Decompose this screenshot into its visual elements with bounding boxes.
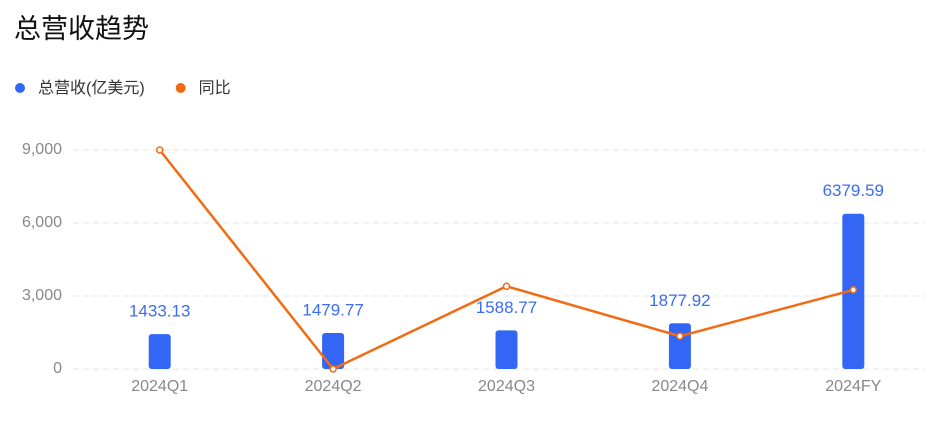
bar [668,323,691,369]
line-point [502,282,511,291]
bar [322,332,345,369]
y-tick-label: 9,000 [22,141,62,158]
value-label: 6379.59 [823,181,884,200]
value-label: 1433.13 [129,302,190,321]
value-label: 1479.77 [302,300,363,319]
line-point [676,332,684,340]
legend-marker [15,83,25,93]
legend-label: 总营收(亿美元) [38,79,145,97]
value-label: 1877.92 [649,291,710,310]
bar [495,330,518,369]
value-label: 1588.77 [476,298,537,317]
bar [148,334,171,369]
x-tick-label: 2024Q1 [131,378,188,395]
line-point [849,286,858,294]
chart-title: 总营收趋势 [14,14,149,44]
x-tick-label: 2024Q4 [651,378,708,395]
legend-label: 同比 [199,79,231,97]
y-tick-label: 3,000 [22,287,62,304]
x-tick-label: 2024Q2 [305,378,362,395]
legend-marker [175,83,186,93]
y-tick-label: 0 [53,360,62,377]
y-tick-label: 6,000 [22,214,62,231]
line-point [155,146,164,154]
line-point [329,365,337,373]
x-tick-label: 2024Q3 [478,378,535,395]
x-tick-label: 2024FY [825,378,881,395]
